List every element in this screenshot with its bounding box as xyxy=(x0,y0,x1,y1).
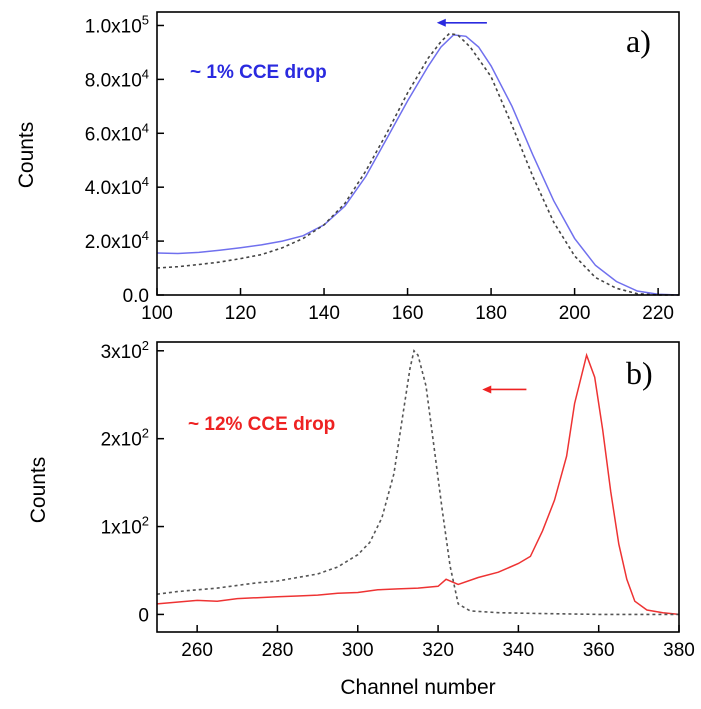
panel-b-x-tick-label: 320 xyxy=(422,640,454,661)
panel-b-x-tick-label: 360 xyxy=(583,640,615,661)
panel-a-x-tick-label: 100 xyxy=(141,303,173,324)
panel-a-label: a) xyxy=(626,23,651,59)
panel-a-series-solid-line xyxy=(156,34,680,296)
panel-a-ticks: 100 120 140 160 180 200 220 0.0 2.0x104 4.0x104 6.… xyxy=(85,12,674,324)
panel-b-x-tick-label: 260 xyxy=(181,640,213,661)
panel-a-x-tick-label: 140 xyxy=(308,303,340,324)
panel-a-annotation: ~ 1% CCE drop xyxy=(190,62,327,83)
panel-b-y-tick-label: 1x102 xyxy=(101,514,149,539)
panel-b-y-tick-label: 3x102 xyxy=(101,338,149,363)
panel-b-annotation: ~ 12% CCE drop xyxy=(188,414,335,435)
panel-a-y-tick-label: 1.0x105 xyxy=(85,12,149,37)
panel-a-x-tick-label: 180 xyxy=(475,303,507,324)
panel-b-ylabel: Counts xyxy=(27,457,50,524)
panel-a-x-tick-label: 160 xyxy=(392,303,424,324)
panel-a-arrow xyxy=(436,18,487,27)
panel-a-x-tick-label: 120 xyxy=(225,303,257,324)
panel-b-series-dotted-line xyxy=(156,349,679,616)
panel-b-ticks: 260 280 300 320 340 360 380 0 1x102 2x102 3x102 xyxy=(101,338,695,661)
panel-b-arrow xyxy=(482,385,527,394)
panel-a-y-tick-label: 2.0x104 xyxy=(85,228,149,253)
panel-a-x-tick-label: 220 xyxy=(642,303,674,324)
panel-b-x-tick-label: 380 xyxy=(663,640,695,661)
panel-b: 260 280 300 320 340 360 380 0 1x102 2x102 3x102 Co… xyxy=(27,338,695,699)
panel-b-xlabel: Channel number xyxy=(340,676,495,699)
panel-a-y-tick-label: 0.0 xyxy=(123,286,149,307)
panel-b-label: b) xyxy=(626,355,653,391)
panel-a: 100 120 140 160 180 200 220 0.0 2.0x104 4.0x104 6.… xyxy=(15,11,680,324)
panel-a-arrow-head xyxy=(436,18,446,27)
panel-b-y-tick-label: 0 xyxy=(138,605,149,626)
panel-a-ylabel: Counts xyxy=(15,122,38,189)
panel-b-arrow-head xyxy=(482,385,492,394)
panel-a-x-tick-label: 200 xyxy=(559,303,591,324)
panel-a-y-tick-label: 4.0x104 xyxy=(85,174,149,199)
panel-b-x-tick-label: 280 xyxy=(262,640,294,661)
panel-a-y-tick-label: 8.0x104 xyxy=(85,66,149,91)
panel-b-x-tick-label: 340 xyxy=(503,640,535,661)
panel-a-frame xyxy=(156,11,680,296)
panel-a-series-layer xyxy=(156,32,680,296)
panel-b-frame xyxy=(156,341,680,633)
panel-b-series-layer xyxy=(156,349,680,616)
panel-b-series-solid-line xyxy=(156,352,680,616)
panel-a-y-tick-label: 6.0x104 xyxy=(85,120,149,145)
panel-a-series-dotted-line xyxy=(156,32,679,296)
panel-b-y-tick-label: 2x102 xyxy=(101,426,149,451)
panel-b-x-tick-label: 300 xyxy=(342,640,374,661)
